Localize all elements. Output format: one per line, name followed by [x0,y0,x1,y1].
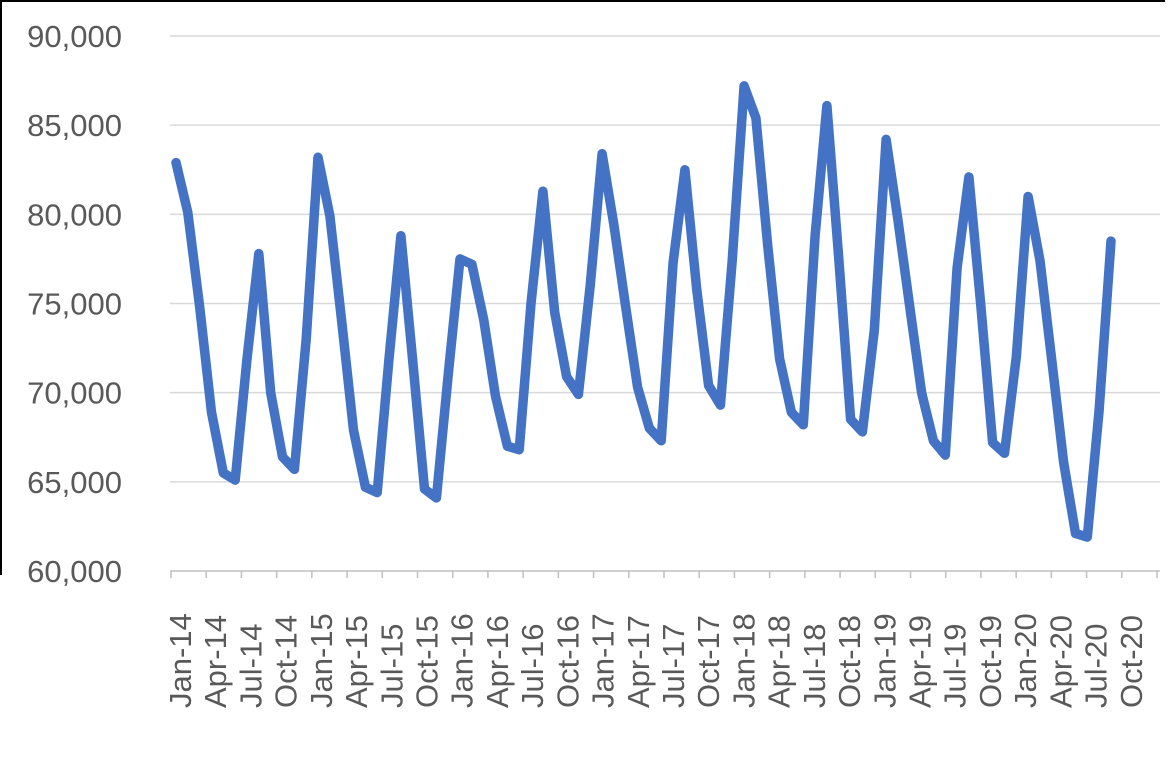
x-axis-label: Jan-19 [867,613,902,708]
x-axis-label: Jul-19 [938,624,973,708]
x-axis-label: Oct-18 [832,615,867,708]
x-axis-label: Oct-15 [410,615,445,708]
y-axis-label: 80,000 [27,197,122,232]
x-axis-label: Apr-20 [1043,615,1078,708]
x-axis-label: Apr-17 [621,615,656,708]
x-axis-label: Jan-18 [726,613,761,708]
x-axis-label: Jul-15 [374,624,409,708]
x-axis-label: Apr-16 [480,615,515,708]
x-axis-label: Jan-16 [445,613,480,708]
data-series-line [171,81,1116,542]
x-axis-label: Oct-14 [269,615,304,708]
x-axis-label: Jul-16 [515,624,550,708]
window-border-left [0,0,2,575]
x-axis-label: Jan-20 [1008,613,1043,708]
window-border-top [0,0,1165,2]
x-axis-label: Apr-18 [762,615,797,708]
x-axis-label: Apr-15 [339,615,374,708]
x-axis-label: Oct-19 [973,615,1008,708]
x-axis-label: Jan-17 [586,613,621,708]
x-axis-label: Jul-17 [656,624,691,708]
x-axis-label: Jul-14 [233,624,268,708]
x-axis-label: Jan-15 [304,613,339,708]
x-axis-label: Jul-18 [797,624,832,708]
y-axis-label: 65,000 [27,465,122,500]
y-axis-label: 75,000 [27,287,122,322]
x-axis-label: Oct-16 [550,615,585,708]
y-axis-label: 85,000 [27,108,122,143]
y-axis-label: 90,000 [27,19,122,54]
x-axis-label: Apr-14 [198,615,233,708]
y-axis-label: 70,000 [27,376,122,411]
x-axis-label: Apr-19 [903,615,938,708]
x-axis-label: Oct-17 [691,615,726,708]
y-axis-label: 60,000 [27,554,122,589]
x-axis-label: Jan-14 [163,613,198,708]
x-axis-label: Jul-20 [1079,624,1114,708]
x-axis-label: Oct-20 [1114,615,1149,708]
